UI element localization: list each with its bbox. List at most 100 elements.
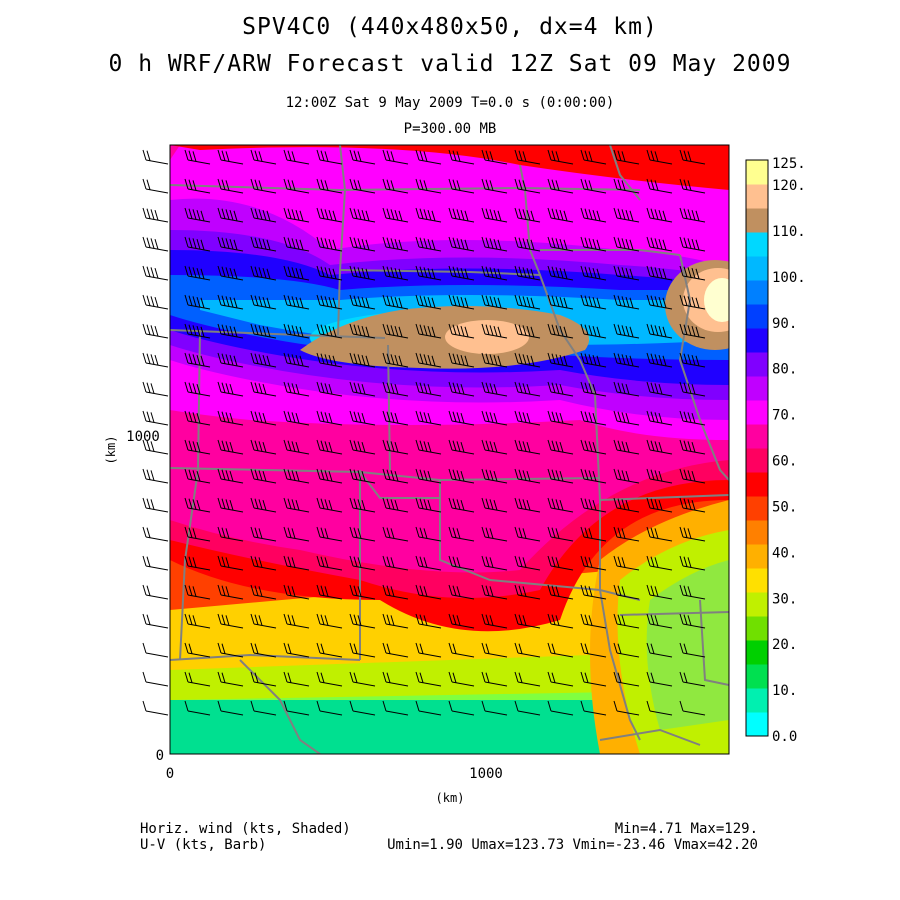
wind-barb	[382, 236, 409, 252]
footer-right-2: Umin=1.90 Umax=123.73 Vmin=-23.46 Vmax=4…	[387, 837, 758, 853]
wind-barb	[349, 439, 376, 455]
wind-speed-shading	[170, 145, 729, 754]
wind-barb	[613, 468, 640, 484]
wind-barb	[448, 671, 475, 687]
wind-barb	[217, 352, 244, 368]
wind-barb	[646, 642, 673, 658]
wind-barb	[679, 468, 706, 484]
wind-barb	[547, 352, 574, 368]
wind-barb	[415, 468, 442, 484]
wind-barb	[142, 584, 169, 600]
wind-barb	[349, 265, 376, 281]
wind-barb	[481, 265, 508, 281]
wind-barb	[613, 294, 640, 310]
wind-barb	[547, 265, 574, 281]
wind-barb	[250, 584, 277, 600]
wind-barb	[514, 671, 541, 687]
wind-barb	[250, 294, 277, 310]
wind-barb	[547, 381, 574, 397]
wind-barb	[217, 642, 244, 658]
colorbar-swatch	[746, 304, 768, 329]
wind-barb	[646, 207, 673, 223]
wind-barb	[679, 236, 706, 252]
wind-barb	[382, 323, 409, 339]
wind-barb	[481, 149, 508, 165]
wind-barb	[382, 294, 409, 310]
wind-barb	[514, 178, 541, 194]
wind-barb	[184, 178, 211, 194]
wind-barb	[448, 178, 475, 194]
wind-barb	[349, 381, 376, 397]
wind-barb	[184, 294, 211, 310]
wind-barb	[547, 468, 574, 484]
wind-barb	[349, 207, 376, 223]
colorbar-swatch	[746, 256, 768, 281]
wind-barb	[217, 700, 244, 716]
wind-barb	[316, 207, 343, 223]
wind-barb	[283, 497, 310, 513]
wind-barb	[217, 294, 244, 310]
wind-barb	[250, 613, 277, 629]
wind-barb	[646, 352, 673, 368]
wind-barb	[580, 178, 607, 194]
wind-barb	[415, 671, 442, 687]
wind-barb	[415, 149, 442, 165]
wind-barb	[514, 265, 541, 281]
wind-barb	[514, 236, 541, 252]
wind-barb	[481, 410, 508, 426]
colorbar-swatch	[746, 400, 768, 425]
wind-barb	[580, 526, 607, 542]
wind-barb	[679, 526, 706, 542]
wind-barb	[547, 294, 574, 310]
wind-barb	[646, 410, 673, 426]
wind-barb	[448, 468, 475, 484]
wind-barb	[514, 410, 541, 426]
wind-barb	[184, 381, 211, 397]
wind-barb	[481, 642, 508, 658]
wind-barb	[142, 323, 169, 339]
wind-barb	[142, 642, 169, 658]
wind-barb	[382, 497, 409, 513]
wind-barb	[646, 700, 673, 716]
wind-barb	[316, 381, 343, 397]
wind-barb	[580, 381, 607, 397]
y-axis-label: (km)	[104, 436, 118, 465]
wind-barb	[448, 613, 475, 629]
wind-barb	[415, 642, 442, 658]
wind-barb	[184, 671, 211, 687]
wind-barb	[613, 671, 640, 687]
plot-title-line1: SPV4C0 (440x480x50, dx=4 km)	[242, 14, 658, 40]
wind-barb	[481, 381, 508, 397]
colorbar-frame	[745, 159, 769, 737]
wind-barb	[349, 642, 376, 658]
wind-barb	[415, 294, 442, 310]
wind-barb	[415, 526, 442, 542]
wind-barb	[547, 149, 574, 165]
wind-barb	[250, 265, 277, 281]
wind-barb	[547, 497, 574, 513]
wind-barb	[580, 671, 607, 687]
colorbar-label: 90.	[772, 316, 797, 332]
wind-barb	[217, 526, 244, 542]
wind-barb	[547, 584, 574, 600]
wind-barb	[382, 584, 409, 600]
wind-barb	[580, 497, 607, 513]
colorbar-label: 10.	[772, 683, 797, 699]
wind-barb	[184, 468, 211, 484]
wind-barb	[514, 207, 541, 223]
wind-barb	[580, 149, 607, 165]
wind-barb	[349, 555, 376, 571]
wind-barb	[316, 265, 343, 281]
wind-barb	[646, 526, 673, 542]
wind-barb	[382, 410, 409, 426]
wind-barb	[481, 700, 508, 716]
wind-barb	[448, 294, 475, 310]
wind-barb	[316, 700, 343, 716]
wind-barb	[481, 323, 508, 339]
wind-barb	[415, 584, 442, 600]
wind-barb	[250, 700, 277, 716]
wind-barb	[316, 468, 343, 484]
colorbar-label: 50.	[772, 499, 797, 515]
wind-barb	[382, 700, 409, 716]
wind-barb	[184, 555, 211, 571]
